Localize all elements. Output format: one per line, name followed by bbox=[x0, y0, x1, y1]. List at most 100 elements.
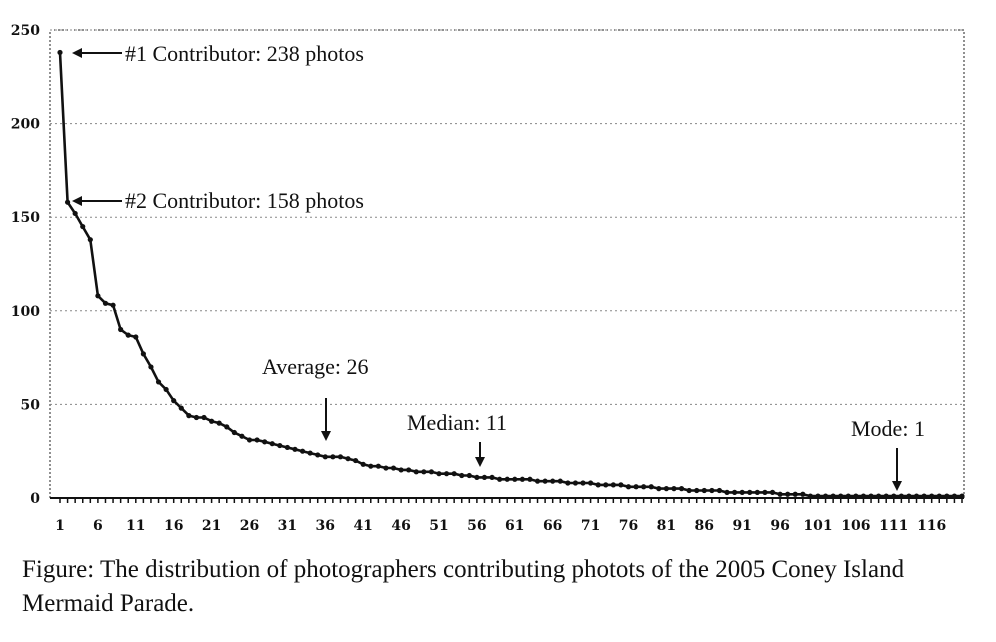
data-point bbox=[709, 487, 715, 494]
data-point bbox=[277, 442, 283, 449]
data-point bbox=[239, 433, 245, 439]
data-point bbox=[451, 471, 457, 477]
x-tick-label: 11 bbox=[126, 518, 145, 534]
data-point bbox=[254, 437, 260, 443]
x-tick-label: 71 bbox=[581, 518, 600, 534]
data-point bbox=[860, 493, 867, 499]
data-point bbox=[489, 474, 495, 481]
annotation-average-label: Average: 26 bbox=[262, 354, 369, 379]
data-point bbox=[724, 489, 730, 495]
data-point bbox=[739, 489, 745, 495]
data-point bbox=[428, 469, 435, 475]
data-point bbox=[178, 405, 184, 411]
x-tick-label: 101 bbox=[803, 518, 832, 534]
data-point bbox=[906, 493, 912, 499]
data-point bbox=[944, 493, 950, 499]
x-tick-label: 51 bbox=[429, 518, 448, 534]
data-point bbox=[155, 379, 162, 385]
x-tick-label: 41 bbox=[353, 518, 372, 534]
data-point bbox=[443, 471, 450, 477]
data-point bbox=[762, 489, 768, 495]
data-point bbox=[898, 493, 904, 499]
annotations: #1 Contributor: 238 photos #2 Contributo… bbox=[72, 41, 925, 491]
data-point bbox=[747, 489, 753, 495]
x-tick-label: 76 bbox=[619, 518, 638, 534]
data-point bbox=[299, 448, 306, 454]
data-point bbox=[148, 364, 154, 370]
data-point bbox=[633, 484, 639, 490]
data-point bbox=[292, 446, 298, 452]
data-point bbox=[716, 487, 723, 494]
data-point bbox=[246, 437, 253, 443]
data-point bbox=[118, 326, 124, 333]
data-point bbox=[838, 493, 844, 499]
x-tick-label: 6 bbox=[93, 518, 103, 534]
y-tick-label: 200 bbox=[11, 117, 40, 133]
data-point bbox=[208, 418, 215, 424]
data-point bbox=[913, 493, 920, 499]
data-point bbox=[701, 487, 707, 494]
data-point bbox=[110, 302, 116, 308]
data-point bbox=[876, 493, 882, 499]
x-axis-ticks: 1 6 11 16 21 26 31 36 41 46 51 56 61 66 71 76 81 86 91 96 10… bbox=[55, 498, 963, 534]
annotation-top-contributor: #1 Contributor: 238 photos bbox=[72, 41, 364, 66]
plot-frame bbox=[49, 29, 965, 499]
data-point bbox=[322, 454, 328, 460]
data-point bbox=[785, 491, 791, 497]
data-point bbox=[550, 478, 556, 484]
data-point bbox=[459, 472, 465, 479]
data-point bbox=[201, 414, 207, 421]
data-point bbox=[87, 237, 93, 243]
data-points bbox=[57, 49, 965, 499]
x-tick-label: 106 bbox=[841, 518, 870, 534]
data-point bbox=[929, 493, 935, 499]
x-tick-label: 31 bbox=[278, 518, 297, 534]
data-point bbox=[413, 469, 419, 475]
data-point bbox=[769, 489, 776, 495]
data-point bbox=[951, 493, 958, 499]
data-point bbox=[671, 486, 677, 492]
data-point bbox=[800, 491, 806, 497]
data-point bbox=[754, 489, 760, 495]
data-point bbox=[72, 210, 78, 217]
data-point bbox=[421, 469, 427, 475]
data-point bbox=[648, 484, 654, 490]
data-point bbox=[406, 467, 412, 473]
annotation-mode: Mode: 1 bbox=[851, 416, 925, 491]
data-point bbox=[436, 471, 442, 477]
annotation-median-label: Median: 11 bbox=[407, 410, 507, 435]
data-point bbox=[678, 486, 685, 492]
data-point bbox=[815, 493, 821, 499]
figure-caption: Figure: The distribution of photographer… bbox=[22, 556, 905, 617]
x-tick-label: 36 bbox=[316, 518, 335, 534]
data-point bbox=[504, 476, 510, 482]
data-point bbox=[603, 482, 609, 488]
x-tick-label: 26 bbox=[240, 518, 259, 534]
data-point bbox=[557, 478, 563, 484]
data-point bbox=[694, 487, 700, 494]
data-point bbox=[777, 491, 783, 497]
annotation-average: Average: 26 bbox=[262, 354, 369, 441]
y-tick-label: 100 bbox=[11, 304, 40, 320]
data-point bbox=[891, 493, 897, 499]
data-point bbox=[519, 476, 525, 482]
data-point bbox=[375, 463, 381, 469]
x-tick-label: 91 bbox=[732, 518, 751, 534]
x-tick-label: 66 bbox=[543, 518, 562, 534]
y-tick-label: 250 bbox=[11, 23, 40, 39]
data-point bbox=[368, 463, 374, 469]
data-point bbox=[663, 486, 669, 492]
annotation-median: Median: 11 bbox=[407, 410, 507, 467]
data-point bbox=[580, 480, 586, 486]
data-point bbox=[959, 493, 965, 499]
data-point bbox=[337, 454, 344, 460]
data-point bbox=[125, 332, 131, 338]
data-point bbox=[216, 420, 222, 426]
data-point bbox=[572, 480, 579, 486]
data-point bbox=[330, 454, 336, 460]
x-tick-label: 16 bbox=[164, 518, 183, 534]
x-tick-label: 1 bbox=[55, 518, 65, 534]
data-point bbox=[360, 461, 366, 467]
y-axis-ticks: 0 50 100 150 200 250 bbox=[11, 23, 40, 507]
